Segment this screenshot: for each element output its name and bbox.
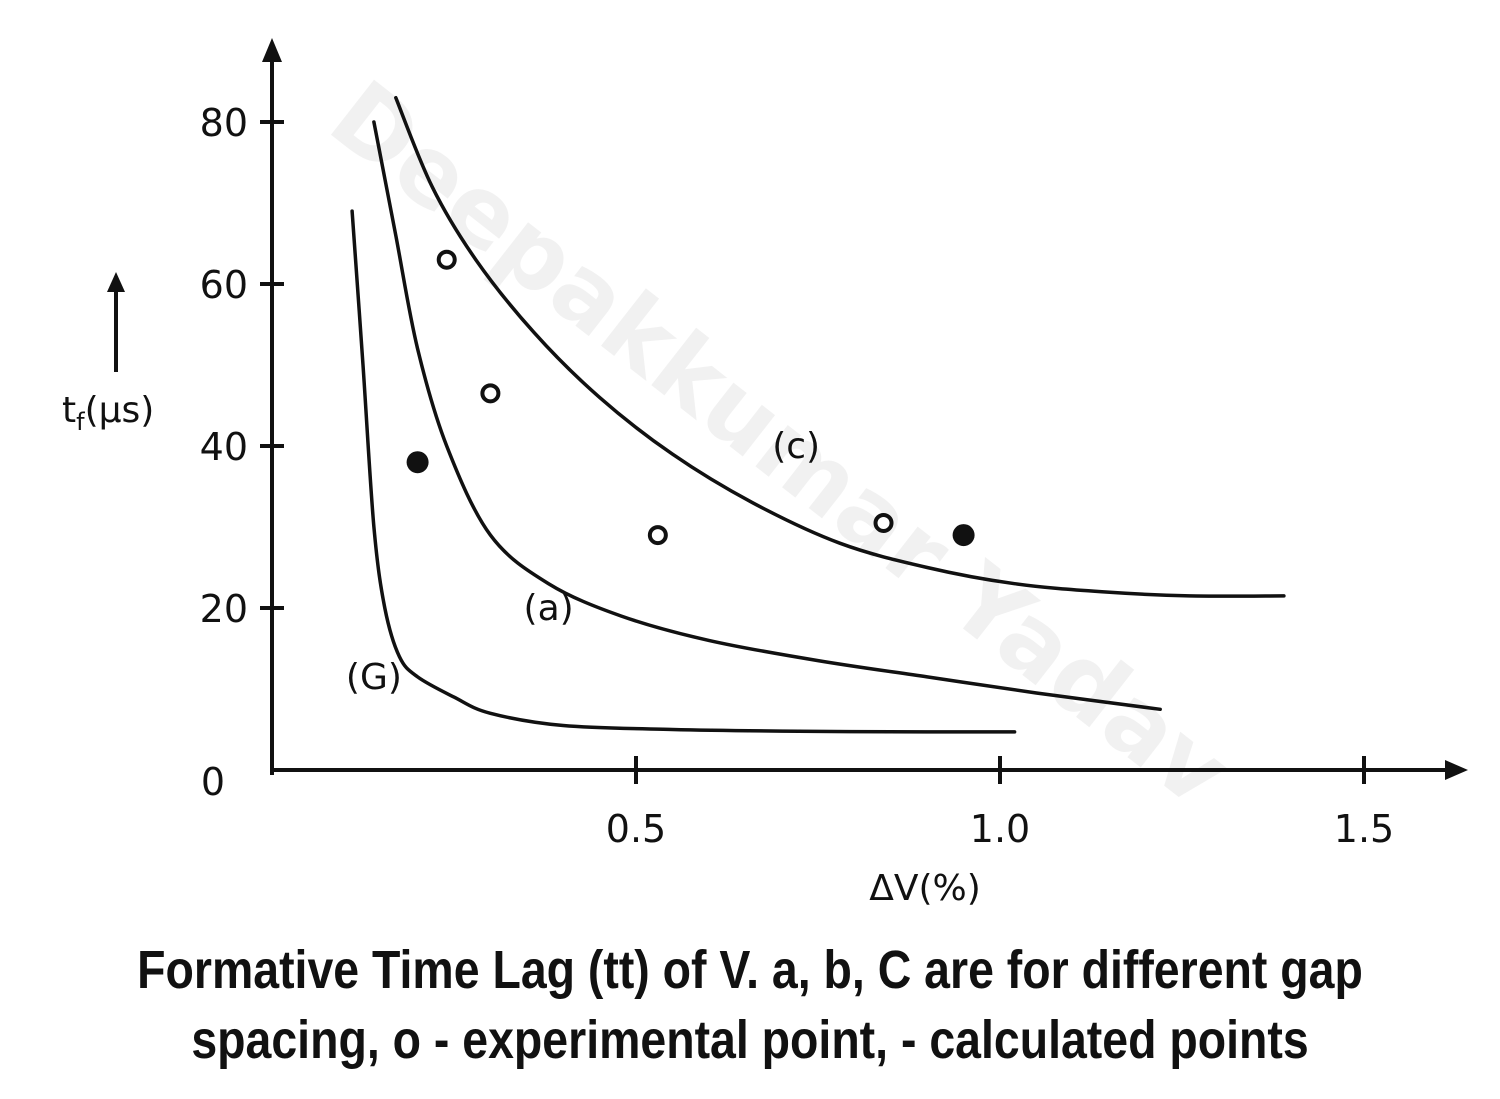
figure-caption: Formative Time Lag (tt) of V. a, b, C ar… [105,935,1395,1075]
curve-g [350,209,1017,734]
y-label-text: tf(μs) [62,390,154,436]
caption-line-1: Formative Time Lag (tt) of V. a, b, C ar… [137,940,1363,1000]
y-label-arrowhead [107,272,125,292]
y-label-rest: (μs) [85,390,155,431]
calculated-point-1 [952,524,975,547]
y-tick-label-1: 40 [200,425,248,469]
origin-label: 0 [201,760,225,804]
experimental-point-3 [873,512,894,533]
y-tick-label-2: 60 [200,263,248,307]
calculated-point-0 [406,451,429,474]
curve-label-g: (G) [346,657,402,698]
x-axis-label: ΔV(%) [869,868,981,909]
curves: (G) (a) (c) [346,95,1286,734]
y-tick-label-0: 20 [200,587,248,631]
y-tick-label-3: 80 [200,101,248,145]
x-tick-label-0: 0.5 [606,807,666,851]
caption-line-2: spacing, o - experimental point, - calcu… [191,1010,1309,1070]
experimental-point-0 [436,249,457,270]
experimental-point-1 [480,383,501,404]
curve-label-a: (a) [524,588,574,629]
curve-c [394,95,1286,598]
x-tick-label-2: 1.5 [1334,807,1394,851]
curve-label-c: (c) [772,426,820,467]
x-axis-arrowhead [1445,760,1468,780]
y-label-main: t [62,390,76,431]
y-axis [262,38,282,775]
y-axis-label: tf(μs) [62,272,154,436]
x-ticks: 0.5 1.0 1.5 [606,756,1394,851]
curve-a [372,120,1162,712]
y-label-subscript: f [76,408,85,436]
y-axis-arrowhead [262,38,282,62]
experimental-point-2 [647,525,668,546]
y-ticks: 20 40 60 80 [200,101,284,631]
x-tick-label-1: 1.0 [970,807,1030,851]
x-axis [270,760,1468,780]
data-points [406,249,975,547]
